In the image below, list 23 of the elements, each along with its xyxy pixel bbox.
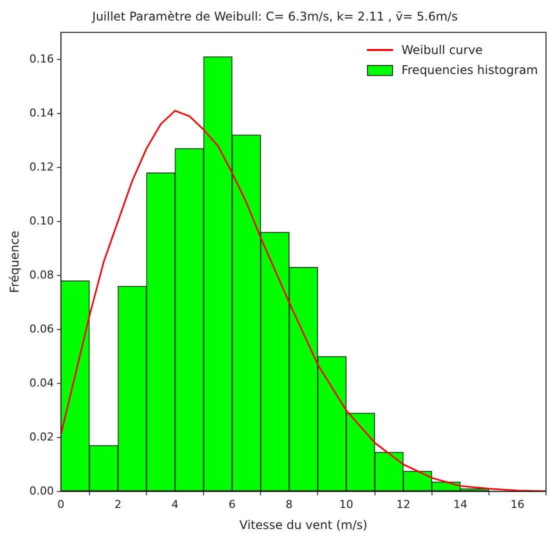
x-tick-label: 2	[114, 498, 122, 511]
y-axis-title: Fréquence	[7, 230, 22, 294]
y-tick-label: 0.02	[29, 430, 54, 444]
x-tick-label: 0	[57, 498, 64, 511]
x-tick-label: 14	[453, 498, 468, 511]
y-tick-label: 0.16	[29, 52, 54, 66]
y-tick-label: 0.04	[29, 376, 54, 390]
y-tick-label: 0.14	[29, 106, 54, 120]
x-tick-label: 10	[339, 498, 354, 511]
chart-title: Juillet Paramètre de Weibull: C= 6.3m/s, k= 2.11 , v̄= 5.6m/s	[91, 9, 458, 24]
x-tick-label: 16	[510, 498, 524, 511]
legend-label: Frequencies histogram	[401, 62, 538, 80]
y-tick-label: 0.08	[29, 268, 54, 282]
y-tick-label: 0.06	[29, 322, 54, 336]
y-tick-label: 0.00	[29, 484, 54, 498]
x-tick-label: 6	[228, 498, 236, 511]
x-tick-label: 12	[396, 498, 410, 511]
x-tick-label: 8	[286, 498, 293, 511]
legend-label: Weibull curve	[401, 42, 483, 60]
x-axis-title: Vitesse du vent (m/s)	[239, 518, 368, 532]
y-tick-label: 0.10	[29, 214, 54, 228]
y-tick-label: 0.12	[29, 160, 54, 174]
x-tick-label: 4	[172, 498, 179, 511]
